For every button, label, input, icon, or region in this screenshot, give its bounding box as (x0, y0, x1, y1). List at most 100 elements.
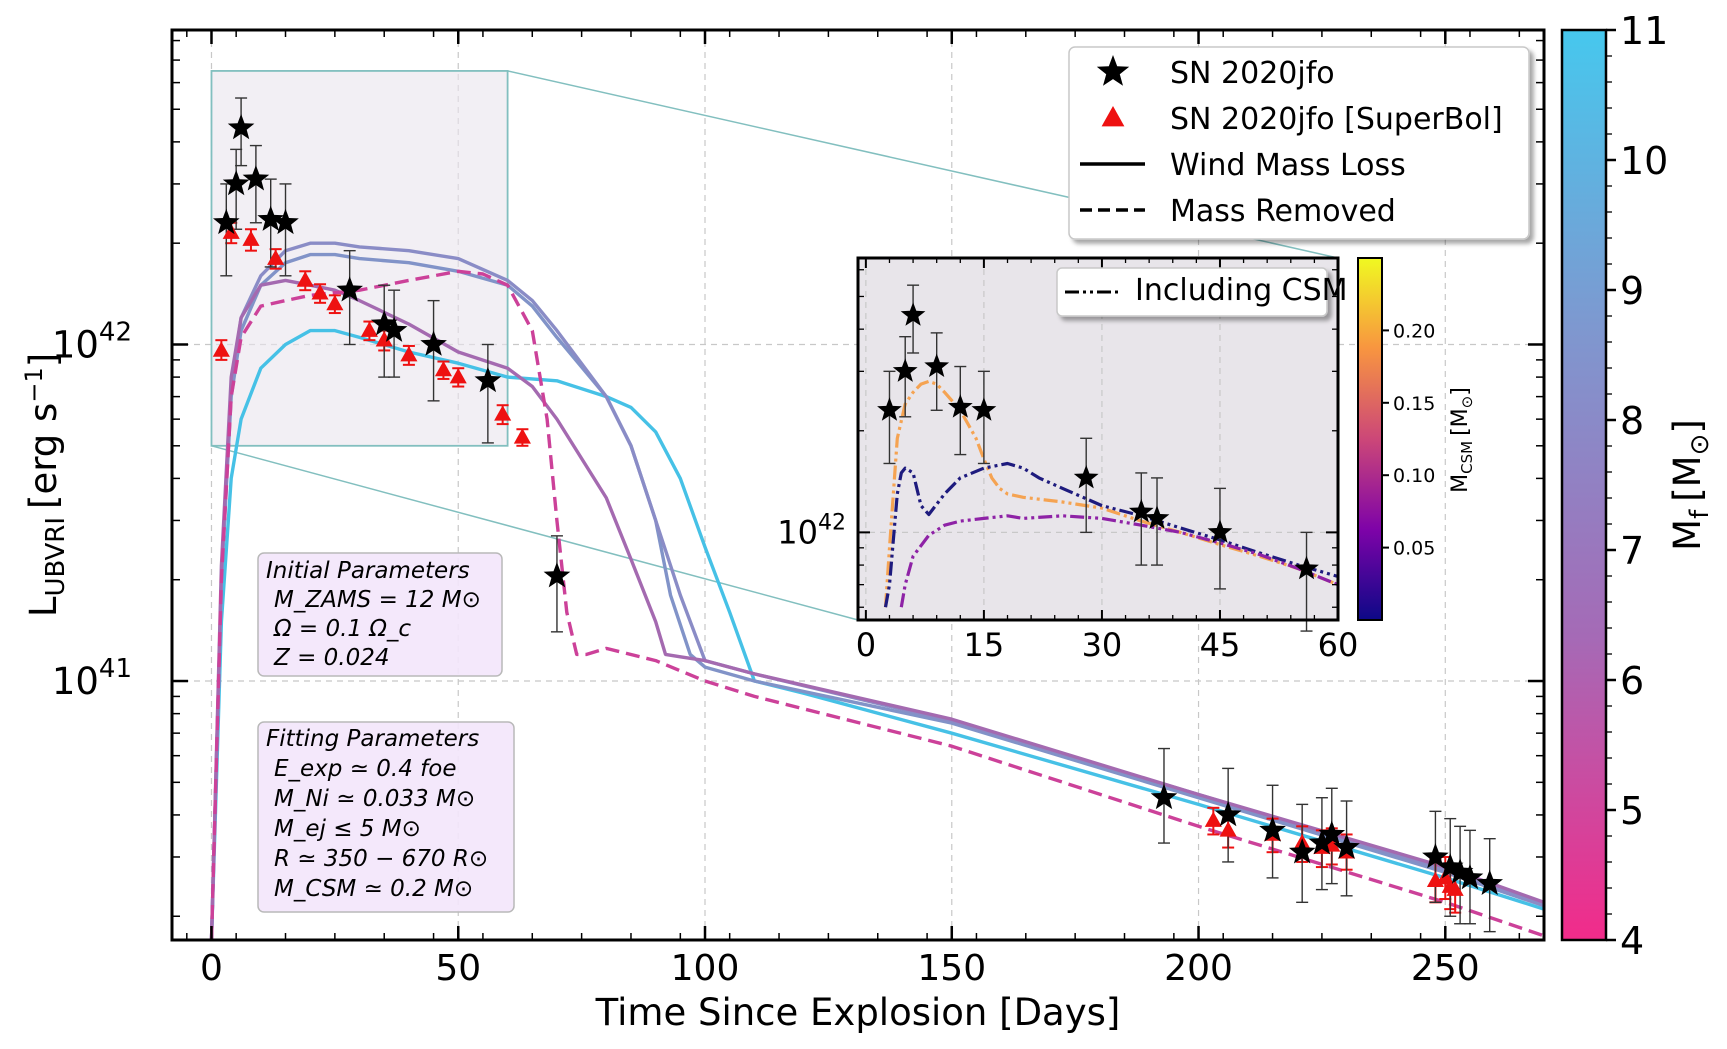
initial-parameters-box: Initial Parameters M_ZAMS = 12 M⊙ Ω = 0.1… (257, 552, 503, 677)
star-marker (1288, 838, 1316, 864)
inset-x-tick-label: 45 (1200, 626, 1241, 664)
y-tick-label-exponent: 41 (99, 654, 132, 684)
x-axis-label: Time Since Explosion [Days] (595, 991, 1121, 1034)
inset-star-marker (924, 353, 950, 377)
star-marker (1259, 816, 1286, 842)
parameter-line: Z = 0.024 (273, 645, 390, 671)
inset-colorbar-tick-label: 0.15 (1393, 393, 1435, 415)
fitting-parameters-title: Fitting Parameters (266, 726, 479, 752)
main-plot-frame (170, 28, 1546, 942)
observation-markers (212, 113, 1503, 896)
inset-observation-markers (877, 302, 1319, 580)
legend-label: SN 2020jfo [SuperBol] (1170, 102, 1503, 137)
inset-legend-label: Including CSM (1135, 273, 1348, 308)
star-marker (1446, 858, 1474, 884)
colorbar-tick-label: 8 (1620, 399, 1644, 443)
star-marker (380, 316, 408, 342)
inset-x-tick-label: 60 (1318, 626, 1359, 664)
initial-parameters-background (257, 552, 503, 677)
star-marker (370, 310, 398, 336)
model-lines (209, 241, 1544, 940)
inset-star-marker (1207, 519, 1233, 543)
y-axis-label-main: L (22, 596, 65, 617)
superbol-marker (242, 230, 260, 246)
inset-star-marker (1073, 464, 1099, 489)
model-line (209, 269, 1544, 940)
inset-y-tick-label-exponent: 42 (818, 510, 846, 535)
y-axis-label-unit: [erg s (22, 403, 65, 509)
inset-errorbars (883, 284, 1313, 632)
x-tick-label: 0 (200, 948, 223, 989)
colorbar: 4 5 6 7 8 9 10 11 Mf [M⊙] (1560, 9, 1715, 963)
initial-parameters-lines: M_ZAMS = 12 M⊙ Ω = 0.1 Ω_c Z = 0.024 (273, 587, 481, 671)
legend-star-marker (1096, 55, 1130, 86)
star-marker (272, 208, 299, 235)
inset-colorbar-label: MCSM [M⊙] (1448, 387, 1476, 493)
inset-x-tick-label: 30 (1082, 626, 1123, 664)
inset-colorbar-bar (1357, 257, 1383, 621)
initial-parameters-title: Initial Parameters (266, 558, 470, 584)
inset-ticks: 0 15 30 45 60 1042 (777, 258, 1358, 664)
colorbar-label-close: ] (1666, 419, 1709, 433)
legend-entry: Wind Mass Loss (1080, 148, 1406, 183)
inset-colorbar-label-symbol: ⊙ (1458, 396, 1476, 409)
inset-background (858, 258, 1338, 620)
colorbar-label-symbol: ⊙ (1685, 434, 1715, 456)
superbol-marker (1219, 821, 1237, 837)
colorbar-tick-label: 6 (1620, 659, 1644, 703)
inset-colorbar-tick-label: 0.20 (1393, 320, 1435, 342)
colorbar-label-subscript: f (1685, 509, 1715, 519)
y-axis-label: LUBVRI [erg s−1] (20, 353, 71, 617)
legend-entry: SN 2020jfo (1096, 55, 1335, 91)
star-marker (227, 113, 255, 140)
inset-x-tick-label: 0 (856, 626, 876, 664)
inset-star-marker (900, 302, 926, 326)
inset-model-line (883, 461, 1338, 608)
superbol-marker (267, 249, 285, 265)
model-line (209, 278, 1544, 940)
inset-star-marker (892, 358, 918, 382)
parameter-line: M_CSM ≃ 0.2 M⊙ (274, 876, 473, 902)
star-marker (213, 208, 240, 235)
star-marker (474, 366, 502, 393)
colorbar-bar (1560, 28, 1608, 942)
superbol-marker (1446, 880, 1464, 896)
x-tick-label: 200 (1164, 948, 1233, 989)
colorbar-tick-label: 7 (1620, 529, 1644, 573)
x-tick-label: 100 (671, 948, 740, 989)
inset-colorbar-label-main: M (1448, 474, 1473, 493)
x-tick-label: 250 (1411, 948, 1480, 989)
star-marker (1476, 869, 1503, 895)
superbol-marker (311, 284, 329, 300)
star-marker (1214, 800, 1242, 827)
superbol-marker (212, 341, 230, 357)
inset-legend: Including CSM (1056, 267, 1348, 317)
legend: SN 2020jfo SN 2020jfo [SuperBol] Wind Mass… (1068, 46, 1530, 240)
superbol-marker (449, 368, 467, 384)
star-marker (543, 562, 571, 588)
inset-legend-frame (1056, 267, 1328, 317)
y-axis-label-unit-exponent: −1 (20, 367, 48, 402)
parameter-line: M_Ni ≃ 0.033 M⊙ (274, 786, 475, 812)
x-tick-label: 150 (917, 948, 986, 989)
fitting-parameters-box: Fitting Parameters E_exp ≃ 0.4 foe M_Ni ≃… (257, 721, 515, 913)
star-marker (1456, 863, 1484, 890)
zoom-connector-line (211, 445, 859, 621)
y-tick-label: 1041 (52, 654, 132, 703)
legend-frame (1068, 46, 1530, 240)
fitting-parameters-lines: E_exp ≃ 0.4 foe M_Ni ≃ 0.033 M⊙ M_ej ≤ 5 M… (274, 756, 488, 902)
inset-star-marker (947, 394, 973, 418)
inset-model-line (899, 514, 1338, 608)
superbol-marker (434, 360, 452, 377)
superbol-marker (326, 294, 344, 311)
star-marker (222, 169, 250, 196)
superbol-marker (513, 428, 531, 444)
star-marker (1308, 829, 1336, 855)
inset-colorbar-label-close: ] (1448, 387, 1473, 396)
parameter-line: M_ZAMS = 12 M⊙ (274, 587, 481, 613)
legend-entry: SN 2020jfo [SuperBol] (1101, 102, 1503, 137)
inset-colorbar: 0.05 0.10 0.15 0.20 MCSM [M⊙] (1357, 257, 1476, 621)
colorbar-tick-label: 11 (1620, 9, 1668, 53)
inset-y-tick-label-base: 10 (777, 513, 818, 551)
